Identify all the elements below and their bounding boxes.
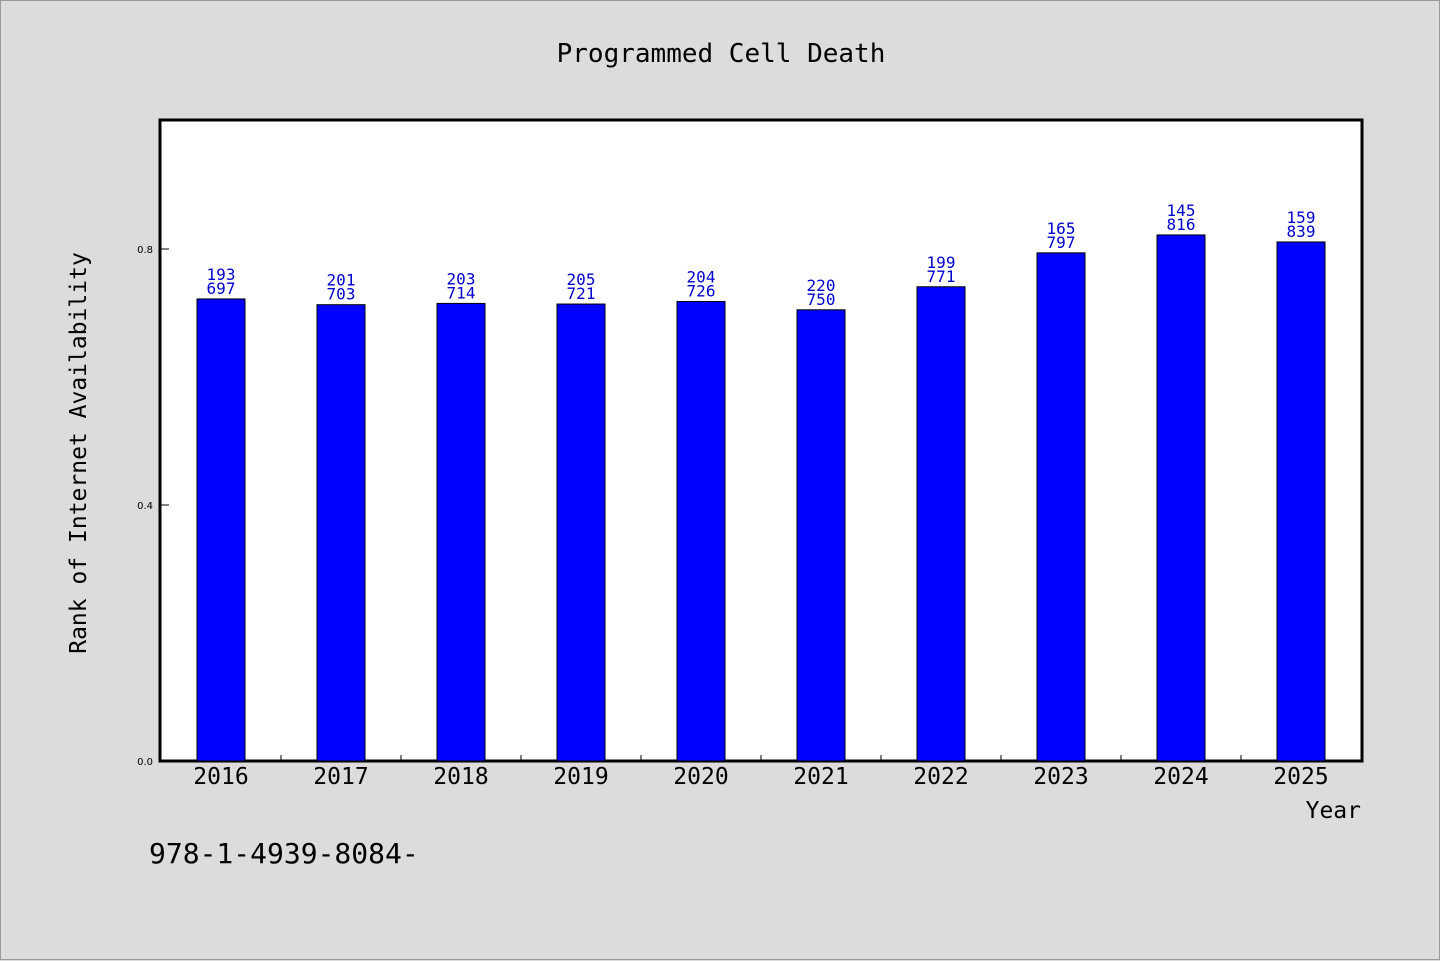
- bar-label-top-2025: 159: [1287, 208, 1316, 227]
- x-tick-label-2020: 2020: [673, 764, 728, 790]
- bar-label-top-2018: 203: [447, 269, 476, 288]
- chart-title: Programmed Cell Death: [557, 39, 886, 69]
- bar-label-top-2017: 201: [327, 271, 356, 290]
- x-axis-ticks: 2016 2017 2018 2019 2020 2021 2022 2023 2024 2025: [193, 755, 1329, 790]
- y-tick-label-0.8: 0.8: [137, 245, 153, 256]
- bar-2020: [676, 300, 726, 762]
- bar-label-bottom-2022: 771: [927, 267, 956, 286]
- bar-2016: [196, 298, 246, 762]
- bar-label-bottom-2019: 721: [567, 284, 596, 303]
- bar-label-bottom-2020: 726: [687, 281, 716, 300]
- x-tick-label-2017: 2017: [313, 764, 368, 790]
- bar-2018: [436, 302, 486, 762]
- x-tick-label-2024: 2024: [1153, 764, 1208, 790]
- bar-2022: [916, 286, 966, 762]
- bar-label-top-2023: 165: [1047, 219, 1076, 238]
- footer-isbn: 978-1-4939-8084-: [149, 837, 419, 870]
- bar-label-bottom-2018: 714: [447, 283, 476, 302]
- y-axis-title: Rank of Internet Availability: [66, 252, 92, 654]
- bar-label-bottom-2021: 750: [807, 290, 836, 309]
- y-tick-label-0.0: 0.0: [137, 757, 153, 768]
- bar-2017: [316, 304, 366, 762]
- bar-label-bottom-2025: 839: [1287, 222, 1316, 241]
- bar-label-bottom-2016: 697: [207, 279, 236, 298]
- bar-label-top-2016: 193: [207, 265, 236, 284]
- bar-label-bottom-2023: 797: [1047, 233, 1076, 252]
- x-tick-label-2023: 2023: [1033, 764, 1088, 790]
- x-tick-label-2021: 2021: [793, 764, 848, 790]
- bar-2025: [1276, 241, 1326, 762]
- y-tick-label-0.4: 0.4: [137, 501, 153, 512]
- bar-label-top-2022: 199: [927, 253, 956, 272]
- x-axis-title: Year: [1306, 798, 1361, 824]
- bar-label-top-2024: 145: [1167, 201, 1196, 220]
- bars-layer: [196, 234, 1326, 762]
- bar-2021: [796, 309, 846, 762]
- bar-label-bottom-2017: 703: [327, 285, 356, 304]
- x-tick-label-2019: 2019: [553, 764, 608, 790]
- bar-2023: [1036, 252, 1086, 762]
- x-tick-label-2022: 2022: [913, 764, 968, 790]
- x-tick-label-2016: 2016: [193, 764, 248, 790]
- bar-2024: [1156, 234, 1206, 762]
- bar-label-top-2019: 205: [567, 270, 596, 289]
- bar-2019: [556, 303, 606, 762]
- x-tick-label-2018: 2018: [433, 764, 488, 790]
- y-axis-ticks: 0.0 0.4 0.8: [137, 245, 169, 768]
- bar-label-top-2021: 220: [807, 276, 836, 295]
- x-tick-label-2025: 2025: [1273, 764, 1328, 790]
- bar-label-top-2020: 204: [687, 267, 716, 286]
- bar-label-bottom-2024: 816: [1167, 215, 1196, 234]
